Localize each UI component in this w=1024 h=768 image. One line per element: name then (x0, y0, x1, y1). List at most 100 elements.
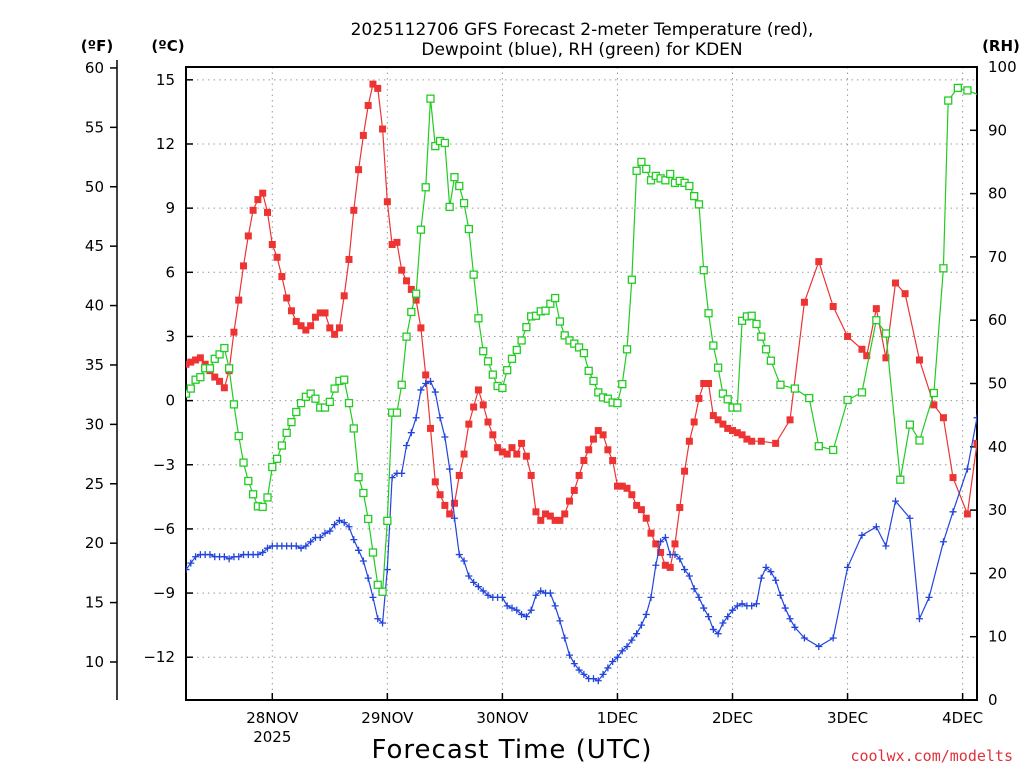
temperature-point (743, 435, 751, 443)
relative-humidity-point (359, 488, 368, 498)
temperature-point (297, 322, 305, 330)
relative-humidity-point (306, 389, 315, 398)
relative-humidity-point (498, 383, 507, 393)
dewpoint-point (772, 576, 780, 584)
fahrenheit-tick-label: 20 (85, 534, 104, 552)
temperature-point (192, 356, 200, 364)
dewpoint-point (359, 557, 367, 565)
temperature-point (585, 446, 593, 454)
dewpoint-point (671, 551, 679, 559)
celsius-tick-label: 0 (165, 392, 175, 410)
relative-humidity-point (737, 316, 747, 325)
relative-humidity-point (550, 293, 560, 303)
relative-humidity-point (311, 394, 320, 403)
x-axis-label: Forecast Time (UTC) (371, 735, 652, 765)
relative-humidity-point (474, 314, 483, 323)
dewpoint-point (426, 377, 434, 385)
relative-humidity-point (364, 514, 373, 524)
rh-tick-label: 50 (988, 375, 1007, 393)
relative-humidity-point (637, 157, 646, 167)
dewpoint-point (781, 604, 789, 612)
dewpoint-point (700, 604, 708, 612)
dewpoint-point (498, 593, 506, 601)
dewpoint-point (1007, 485, 1014, 492)
dewpoint-point (748, 602, 756, 610)
relative-humidity-point (186, 389, 191, 398)
dewpoint-point (537, 587, 545, 595)
temperature-point (546, 512, 554, 520)
temperature-point (882, 354, 890, 362)
dewpoint-point (657, 538, 665, 546)
dewpoint-point (906, 514, 914, 522)
dewpoint-point (470, 578, 478, 586)
dewpoint-point (220, 553, 228, 561)
temperature-point (398, 266, 406, 274)
temperature-point (681, 467, 689, 475)
relative-humidity-point (560, 331, 569, 340)
temperature-point (235, 296, 243, 304)
temperature-point (249, 206, 257, 214)
dewpoint-point (340, 519, 348, 527)
fahrenheit-tick-label: 45 (85, 237, 104, 255)
relative-humidity-point (282, 428, 291, 438)
temperature-point (527, 471, 535, 479)
celsius-tick-label: −12 (143, 648, 175, 666)
temperature-point (216, 377, 224, 385)
relative-humidity-point (349, 424, 358, 433)
temperature-point (685, 437, 693, 445)
relative-humidity-point (354, 473, 363, 482)
temperature-point (407, 285, 415, 293)
temperature-point (666, 563, 674, 571)
dewpoint-point (446, 465, 454, 473)
temperature-point (719, 420, 727, 428)
dewpoint-point (594, 677, 602, 685)
dewpoint-point (326, 527, 334, 535)
relative-humidity-point (368, 548, 378, 557)
dewpoint-point (733, 602, 741, 610)
temperature-point (307, 322, 315, 330)
relative-humidity-point (421, 183, 430, 192)
dewpoint-point (589, 675, 597, 683)
temperature-point (350, 206, 358, 214)
relative-humidity-point (234, 431, 243, 441)
dewpoint-point (729, 606, 737, 614)
temperature-point (939, 414, 947, 422)
dewpoint-point (738, 600, 746, 608)
temperature-point (474, 386, 482, 394)
relative-humidity-point (690, 191, 699, 201)
temperature-point (436, 491, 444, 499)
temperature-point (786, 416, 794, 424)
dewpoint-point (259, 548, 267, 556)
relative-humidity-point (594, 388, 603, 397)
dewpoint-point (609, 658, 617, 666)
dewpoint-point (681, 566, 689, 574)
dewpoint-point (187, 559, 195, 567)
relative-humidity-point (733, 403, 742, 412)
relative-humidity-point (944, 96, 953, 105)
temperature-point (455, 471, 463, 479)
dewpoint-point (613, 653, 621, 661)
dewpoint-point (292, 542, 300, 550)
relative-humidity-point (881, 329, 891, 338)
rh-tick-label: 90 (988, 121, 1007, 139)
relative-humidity-point (642, 164, 651, 174)
dewpoint-point (355, 546, 363, 554)
relative-humidity-point (1002, 177, 1009, 184)
relative-humidity-point (685, 181, 694, 191)
temperature-point (446, 510, 454, 518)
temperature-point (417, 324, 425, 332)
relative-humidity-point (320, 403, 330, 412)
temperature-point (800, 298, 808, 306)
dewpoint-point (350, 536, 358, 544)
temperature-point (431, 478, 439, 486)
rh-tick-label: 60 (988, 311, 1007, 329)
dewpoint-point (441, 433, 449, 441)
dewpoint-point (714, 630, 722, 638)
dewpoint-point (331, 521, 339, 529)
temperature-point (858, 345, 866, 353)
relative-humidity-series (186, 83, 1009, 596)
relative-humidity-point (613, 398, 622, 408)
dewpoint-point (719, 619, 727, 627)
temperature-point (748, 437, 756, 445)
relative-humidity-point (531, 311, 541, 320)
